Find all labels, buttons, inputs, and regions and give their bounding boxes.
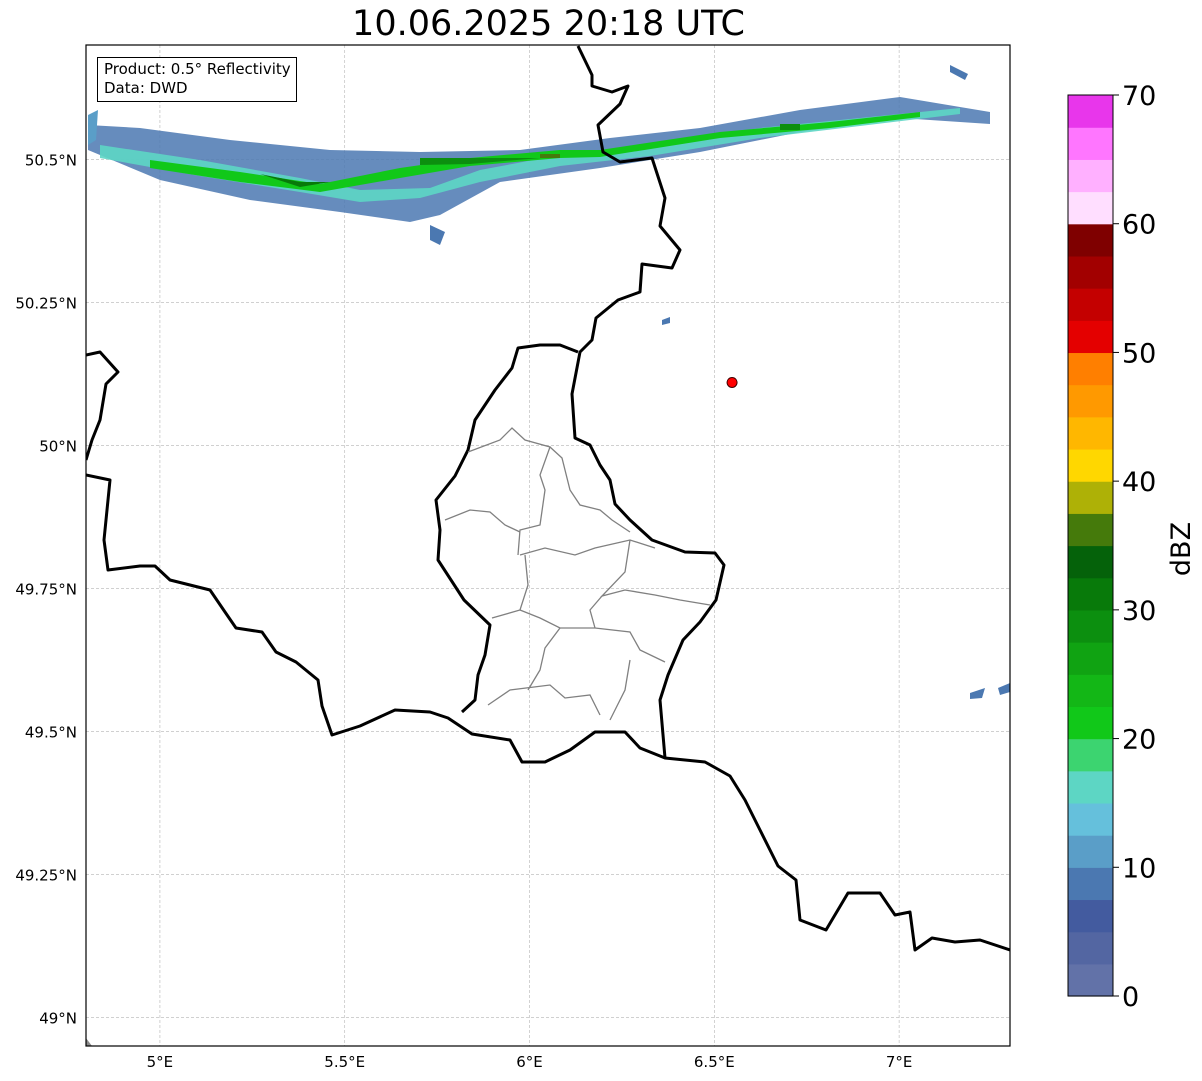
lat-tick-label: 49.5°N (25, 723, 77, 741)
colorbar-segment (1068, 448, 1113, 482)
colorbar-segment (1068, 770, 1113, 804)
latitude-tick-labels: 50.5°N 50.25°N 50°N 49.75°N 49.5°N 49.25°N 49°… (15, 151, 77, 1027)
colorbar-segment (1068, 835, 1113, 868)
colorbar-segment (1068, 963, 1113, 997)
colorbar-segment (1068, 384, 1113, 418)
colorbar-tick-labels: 0 10 20 30 40 50 60 70 (1113, 81, 1156, 1013)
colorbar-segment (1068, 95, 1113, 128)
colorbar-segment (1068, 931, 1113, 965)
lon-tick-label: 6°E (516, 1053, 543, 1071)
longitude-tick-labels: 5°E 5.5°E 6°E 6.5°E 7°E (147, 1053, 913, 1071)
lat-tick-label: 49°N (39, 1009, 77, 1027)
colorbar-segment (1068, 481, 1113, 514)
colorbar-segment (1068, 513, 1113, 547)
colorbar-segment (1068, 127, 1113, 160)
colorbar-segment (1068, 416, 1113, 450)
colorbar-tick-label: 0 (1122, 982, 1139, 1013)
colorbar-segment (1068, 609, 1113, 643)
colorbar-segment (1068, 706, 1113, 740)
colorbar-segment (1068, 738, 1113, 772)
canton-borders (444, 427, 711, 721)
colorbar-segment (1068, 159, 1113, 193)
colorbar-segment (1068, 288, 1113, 321)
colorbar-segment (1068, 674, 1113, 707)
product-line: Product: 0.5° Reflectivity (104, 60, 291, 78)
product-info-box: Product: 0.5° Reflectivity Data: DWD (97, 57, 297, 102)
map-frame (85, 44, 1011, 1047)
colorbar-segment (1068, 545, 1113, 579)
colorbar-tick-label: 20 (1122, 725, 1156, 756)
colorbar-segment (1068, 867, 1113, 901)
lon-tick-label: 5°E (147, 1053, 174, 1071)
colorbar-title: dBZ (1166, 522, 1197, 576)
lon-tick-label: 7°E (886, 1053, 913, 1071)
colorbar-segment (1068, 577, 1113, 611)
colorbar-tick-label: 70 (1122, 81, 1156, 112)
colorbar-segment (1068, 802, 1113, 836)
map-plot-area[interactable] (86, 45, 1010, 1046)
colorbar-segment (1068, 899, 1113, 933)
colorbar-segment (1068, 642, 1113, 675)
colorbar-tick-label: 10 (1122, 853, 1156, 884)
lat-tick-label: 49.25°N (15, 866, 77, 884)
colorbar-segment (1068, 223, 1113, 257)
lon-tick-label: 5.5°E (324, 1053, 365, 1071)
colorbar-tick-label: 60 (1122, 210, 1156, 241)
map-gridlines (86, 45, 1010, 1046)
colorbar-tick-label: 30 (1122, 596, 1156, 627)
lat-tick-label: 50.25°N (15, 294, 77, 312)
colorbar: 0 10 20 30 40 50 60 70 dBZ (1067, 81, 1197, 1013)
colorbar-segment (1068, 255, 1113, 289)
radar-site-marker[interactable] (726, 376, 738, 388)
lat-tick-label: 49.75°N (15, 580, 77, 598)
map-title: 10.06.2025 20:18 UTC (352, 4, 745, 44)
lon-tick-label: 6.5°E (694, 1053, 735, 1071)
radar-echo-band (88, 65, 1010, 699)
colorbar-segment (1068, 352, 1113, 386)
colorbar-segments (1068, 95, 1113, 997)
colorbar-tick-label: 40 (1122, 467, 1156, 498)
colorbar-tick-label: 50 (1122, 338, 1156, 369)
lat-tick-label: 50.5°N (25, 151, 77, 169)
colorbar-frame (1067, 94, 1114, 997)
colorbar-segment (1068, 320, 1113, 354)
colorbar-segment (1068, 191, 1113, 225)
data-source-line: Data: DWD (104, 79, 188, 97)
lat-tick-label: 50°N (39, 437, 77, 455)
country-borders (86, 45, 1010, 952)
